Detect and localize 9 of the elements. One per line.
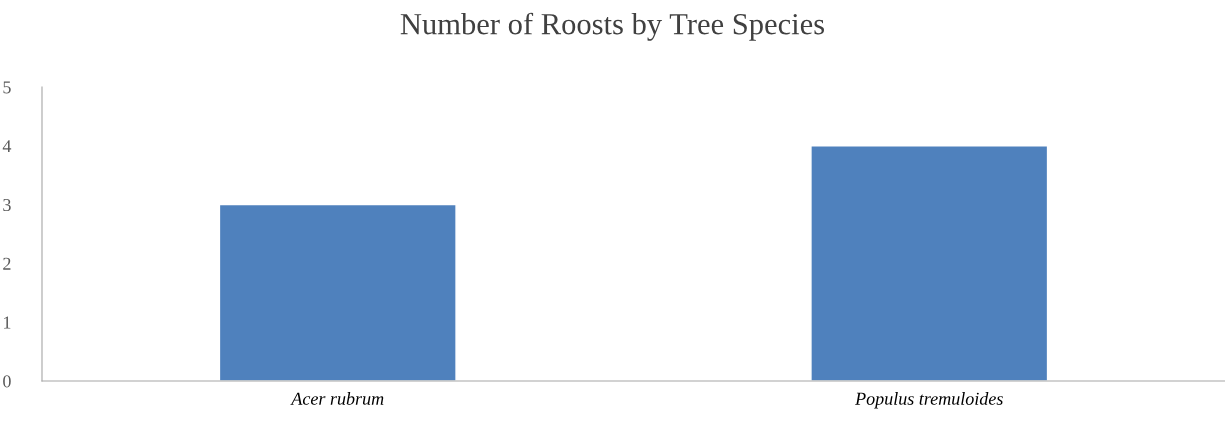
y-tick-label: 5	[3, 81, 11, 94]
x-tick-label: Acer rubrum	[290, 392, 384, 405]
y-tick-label: 2	[3, 257, 11, 270]
y-tick-label: 1	[4, 316, 11, 329]
y-tick-label: 3	[3, 198, 11, 212]
y-tick-label: 0	[3, 375, 11, 388]
y-tick-label: 4	[2, 140, 12, 153]
x-tick-label: Populus tremuloides	[855, 392, 1003, 409]
chart-title: Number of Roosts by Tree Species	[400, 12, 825, 41]
